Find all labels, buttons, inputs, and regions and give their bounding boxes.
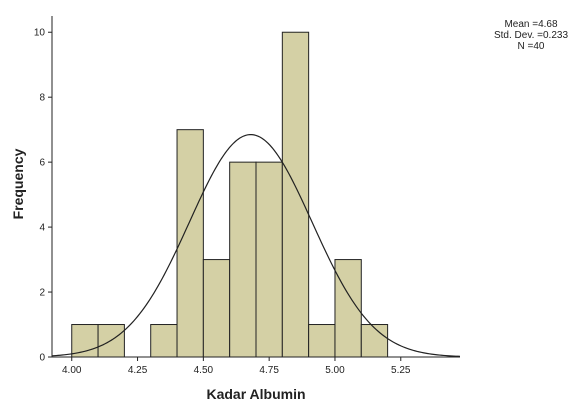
x-tick-label: 4.75 — [259, 365, 279, 376]
x-tick-label: 5.00 — [325, 365, 345, 376]
histogram-bar — [255, 161, 283, 358]
histogram-bar — [281, 31, 310, 358]
x-tick-label: 4.25 — [128, 365, 148, 376]
stats-n: N =40 — [518, 41, 545, 52]
histogram-bar — [150, 324, 178, 358]
y-tick-label: 8 — [39, 93, 45, 104]
x-axis-ticks: 4.00 4.25 4.50 4.75 5.00 5.25 — [62, 357, 411, 376]
x-tick-label: 4.50 — [194, 365, 214, 376]
histogram-bar — [308, 324, 336, 358]
y-tick-label: 2 — [39, 288, 45, 299]
histogram-bar — [229, 161, 257, 358]
x-tick-label: 5.25 — [391, 365, 411, 376]
y-axis-ticks: 0 2 4 6 8 10 — [34, 28, 52, 364]
histogram-bar — [176, 129, 204, 358]
y-axis-title: Frequency — [10, 148, 26, 219]
x-tick-label: 4.00 — [62, 365, 82, 376]
y-tick-label: 10 — [34, 28, 46, 39]
y-tick-label: 0 — [39, 353, 45, 364]
y-tick-label: 6 — [39, 158, 45, 169]
histogram-bar — [71, 324, 99, 358]
histogram-bar — [202, 259, 231, 358]
y-tick-label: 4 — [39, 223, 45, 234]
stats-std-dev: Std. Dev. =0.233 — [494, 30, 568, 41]
descriptive-stats: Mean =4.68 Std. Dev. =0.233 N =40 — [494, 19, 568, 52]
normal-distribution-curve — [51, 133, 461, 357]
histogram-bars — [71, 31, 389, 358]
x-axis-title: Kadar Albumin — [206, 386, 305, 402]
stats-mean: Mean =4.68 — [504, 19, 558, 30]
histogram-bar — [360, 324, 389, 358]
